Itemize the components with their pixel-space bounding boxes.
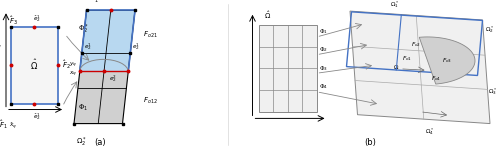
- Text: $y_q$: $y_q$: [69, 61, 77, 70]
- Text: $\Omega_1^*$: $\Omega_1^*$: [89, 0, 100, 6]
- Text: $\Phi_1$: $\Phi_1$: [319, 27, 328, 36]
- Text: $\Phi_4$: $\Phi_4$: [319, 82, 328, 91]
- Text: $F_{o3}$: $F_{o3}$: [442, 56, 452, 65]
- Text: $\Phi_1$: $\Phi_1$: [78, 103, 88, 113]
- Text: (b): (b): [364, 138, 376, 147]
- Polygon shape: [258, 25, 316, 112]
- Text: $e_2^1$: $e_2^1$: [84, 41, 92, 52]
- Polygon shape: [350, 11, 490, 124]
- Text: $F_{o12}$: $F_{o12}$: [142, 95, 158, 106]
- Text: $\Omega_2^*$: $\Omega_2^*$: [76, 135, 87, 148]
- Text: $\hat{e}_2^1$: $\hat{e}_2^1$: [33, 111, 40, 122]
- Text: $\Omega_3^*$: $\Omega_3^*$: [488, 86, 497, 97]
- Text: $\hat{F}_2$: $\hat{F}_2$: [62, 59, 70, 71]
- Text: $\Omega$: $\Omega$: [393, 63, 399, 71]
- Text: $F_{o2}$: $F_{o2}$: [411, 40, 421, 49]
- Polygon shape: [74, 71, 128, 124]
- Polygon shape: [80, 10, 135, 71]
- Text: $\hat{F}_1$: $\hat{F}_1$: [0, 118, 8, 131]
- Text: $\Omega_4^*$: $\Omega_4^*$: [426, 127, 434, 137]
- Text: $F_{o1}$: $F_{o1}$: [402, 54, 412, 63]
- Text: $e_2^1$: $e_2^1$: [132, 42, 140, 52]
- Text: $\hat{y}_q$: $\hat{y}_q$: [0, 40, 2, 51]
- Text: $\hat{\Omega}$: $\hat{\Omega}$: [264, 9, 270, 21]
- Text: $F_{o21}$: $F_{o21}$: [142, 30, 158, 40]
- Text: $\hat{x}_q$: $\hat{x}_q$: [10, 120, 18, 131]
- Text: $F_{o4}$: $F_{o4}$: [431, 74, 441, 83]
- Polygon shape: [420, 37, 475, 84]
- Text: $\Phi_2$: $\Phi_2$: [319, 45, 328, 54]
- Text: $\hat{F}_3$: $\hat{F}_3$: [9, 15, 18, 27]
- Text: $\Phi_2^*$: $\Phi_2^*$: [78, 23, 88, 36]
- Text: $e_2^2$: $e_2^2$: [109, 73, 117, 84]
- Text: $\hat{e}_2^1$: $\hat{e}_2^1$: [33, 13, 40, 24]
- Text: $\hat{\Omega}$: $\hat{\Omega}$: [30, 58, 38, 72]
- Text: $\Omega_2^*$: $\Omega_2^*$: [485, 24, 494, 35]
- Text: (a): (a): [94, 138, 106, 147]
- Text: $\Phi_3$: $\Phi_3$: [319, 64, 328, 73]
- Text: $x_q$: $x_q$: [69, 70, 77, 79]
- Polygon shape: [11, 27, 58, 104]
- Text: $\Omega_1^*$: $\Omega_1^*$: [390, 0, 400, 10]
